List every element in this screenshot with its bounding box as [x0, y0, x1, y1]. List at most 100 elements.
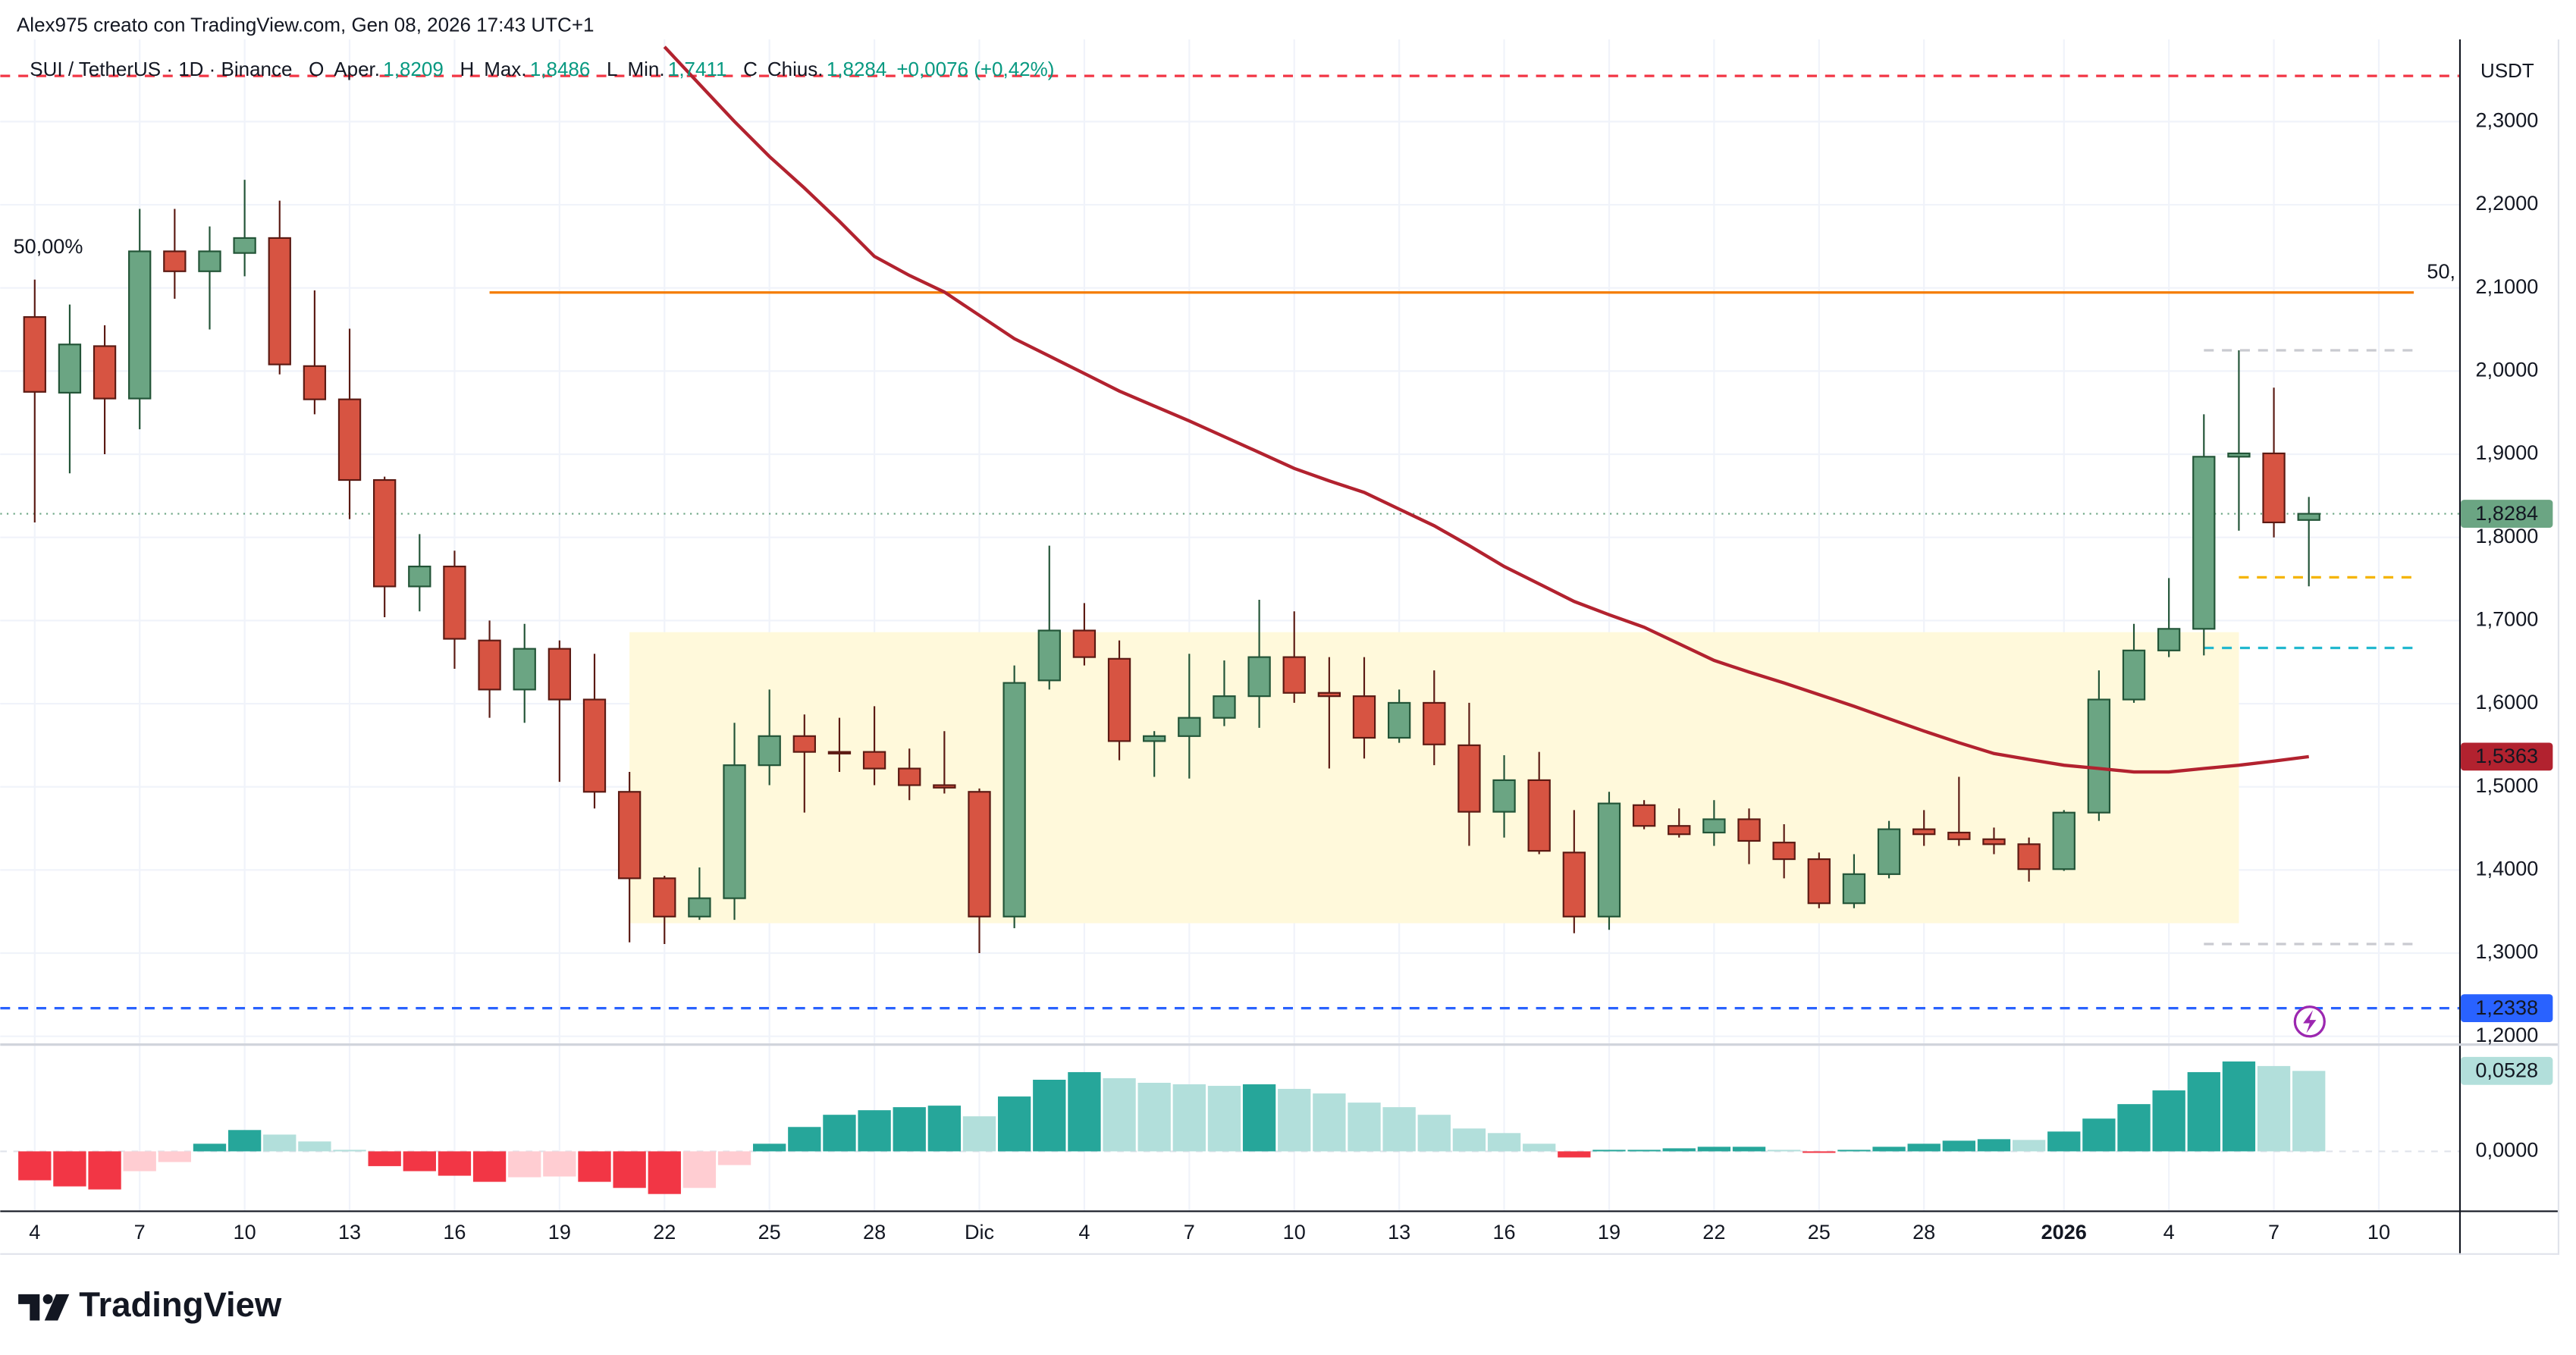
hist-bar	[578, 1151, 611, 1182]
legend-part: L	[607, 58, 617, 80]
candle-body	[1982, 838, 2006, 845]
candle-body	[337, 398, 362, 481]
candle-body	[758, 735, 781, 767]
legend-part: SUI / TetherUS · 1D · Binance	[30, 58, 292, 80]
candle-body	[2087, 698, 2111, 814]
x-tick-label: 22	[1702, 1220, 1725, 1244]
candle-body	[2297, 513, 2320, 521]
price-tag	[2461, 994, 2553, 1023]
hist-bar	[1872, 1146, 1906, 1152]
hist-bar	[1313, 1093, 1346, 1152]
candle-body	[582, 698, 607, 793]
hist-bar	[123, 1151, 156, 1172]
hist-bar	[263, 1134, 297, 1152]
x-tick-label: 19	[548, 1220, 571, 1244]
hist-bar	[2117, 1104, 2151, 1152]
legend-part: C	[743, 58, 758, 80]
hist-bar	[193, 1143, 227, 1152]
candle-body	[443, 565, 466, 640]
hist-bar	[1278, 1089, 1311, 1152]
hist-bar	[717, 1151, 751, 1165]
candle-body	[1877, 828, 1901, 875]
hist-bar	[18, 1151, 52, 1181]
hist-bar	[1767, 1150, 1801, 1152]
y-tick-label: 1,9000	[2476, 441, 2539, 464]
moving-average	[663, 45, 2309, 774]
candle-body	[1632, 804, 1656, 827]
hist-bar	[53, 1151, 86, 1187]
candle-body	[1387, 701, 1411, 739]
hist-bar	[1103, 1077, 1136, 1152]
hist-bar	[333, 1150, 366, 1152]
candle-body	[1072, 629, 1097, 658]
candle-body	[163, 250, 187, 272]
hist-bar	[508, 1151, 541, 1178]
legend-part: +0,0076 (+0,42%)	[896, 58, 1054, 80]
candle-body	[2227, 452, 2251, 458]
hist-bar	[1697, 1146, 1731, 1152]
hist-bar	[88, 1151, 121, 1190]
hist-bar	[368, 1151, 401, 1166]
legend-part: Chius.	[767, 58, 824, 80]
candle-body	[1912, 828, 1936, 836]
price-tag	[2461, 742, 2553, 771]
candle-body	[548, 648, 572, 701]
candle-body	[1107, 657, 1131, 742]
price-tag	[2461, 1056, 2553, 1085]
candle-body	[723, 764, 746, 899]
hist-bar	[648, 1151, 681, 1194]
candle-body	[1002, 682, 1026, 917]
candle-body	[1178, 717, 1201, 737]
hist-bar	[1172, 1084, 1206, 1152]
candle-body	[1492, 779, 1516, 813]
legend-part: Max.	[484, 58, 526, 80]
price-axis-bg	[2461, 39, 2560, 1255]
hist-bar	[753, 1143, 786, 1152]
hist-bar	[403, 1151, 436, 1172]
x-tick-label: 22	[653, 1220, 676, 1244]
hist-bar	[1732, 1146, 1766, 1152]
hist-bar	[962, 1116, 996, 1152]
candle-body	[198, 250, 221, 272]
candle-body	[1807, 858, 1831, 905]
candle-body	[93, 345, 117, 400]
header: Alex975 creato con TradingView.com, Gen …	[17, 14, 594, 36]
y-tick-label: 1,4000	[2476, 857, 2539, 880]
legend: SUI / TetherUS · 1D · Binance O Aper. 1,820…	[30, 58, 1054, 80]
candle-body	[827, 751, 852, 754]
logo: TradingView	[18, 1285, 282, 1324]
candle-body	[303, 365, 327, 400]
x-tick-label: 7	[2268, 1220, 2279, 1244]
legend-part: 1,8209	[383, 58, 443, 80]
x-tick-label: 2026	[2041, 1220, 2087, 1244]
hist-bar	[158, 1151, 192, 1162]
x-tick-label: Dic	[965, 1220, 994, 1244]
y-tick-label: 1,2000	[2476, 1023, 2539, 1046]
hist-bar	[543, 1151, 576, 1177]
hist-bar	[2257, 1065, 2291, 1152]
candle-body	[933, 784, 956, 789]
hist-bar	[1592, 1150, 1626, 1152]
x-tick-label: 4	[29, 1220, 40, 1244]
annotation: 50,00%	[14, 234, 83, 258]
hist-bar	[298, 1141, 331, 1152]
x-tick-label: 10	[1283, 1220, 1306, 1244]
candle-body	[1247, 656, 1271, 698]
legend-part: 1,8284	[827, 58, 886, 80]
logo-text: TradingView	[79, 1285, 282, 1324]
x-tick-label: 4	[2163, 1220, 2175, 1244]
candle-body	[1352, 695, 1376, 739]
legend-part: H	[460, 58, 474, 80]
histogram-layer	[18, 1061, 2326, 1194]
hist-bar	[1452, 1128, 1486, 1152]
y-tick-label: 1,6000	[2476, 690, 2539, 714]
hist-bar	[1068, 1071, 1101, 1152]
candle-body	[688, 897, 711, 917]
candle-body	[862, 751, 886, 770]
candle-body	[1842, 873, 1866, 905]
tags: 1,8284 1,5363 1,2338 0,0528	[2461, 500, 2553, 1085]
legend-part: 1,8486	[530, 58, 590, 80]
x-tick-label: 28	[863, 1220, 886, 1244]
candle-body	[792, 735, 816, 753]
hist-bar	[823, 1115, 856, 1152]
